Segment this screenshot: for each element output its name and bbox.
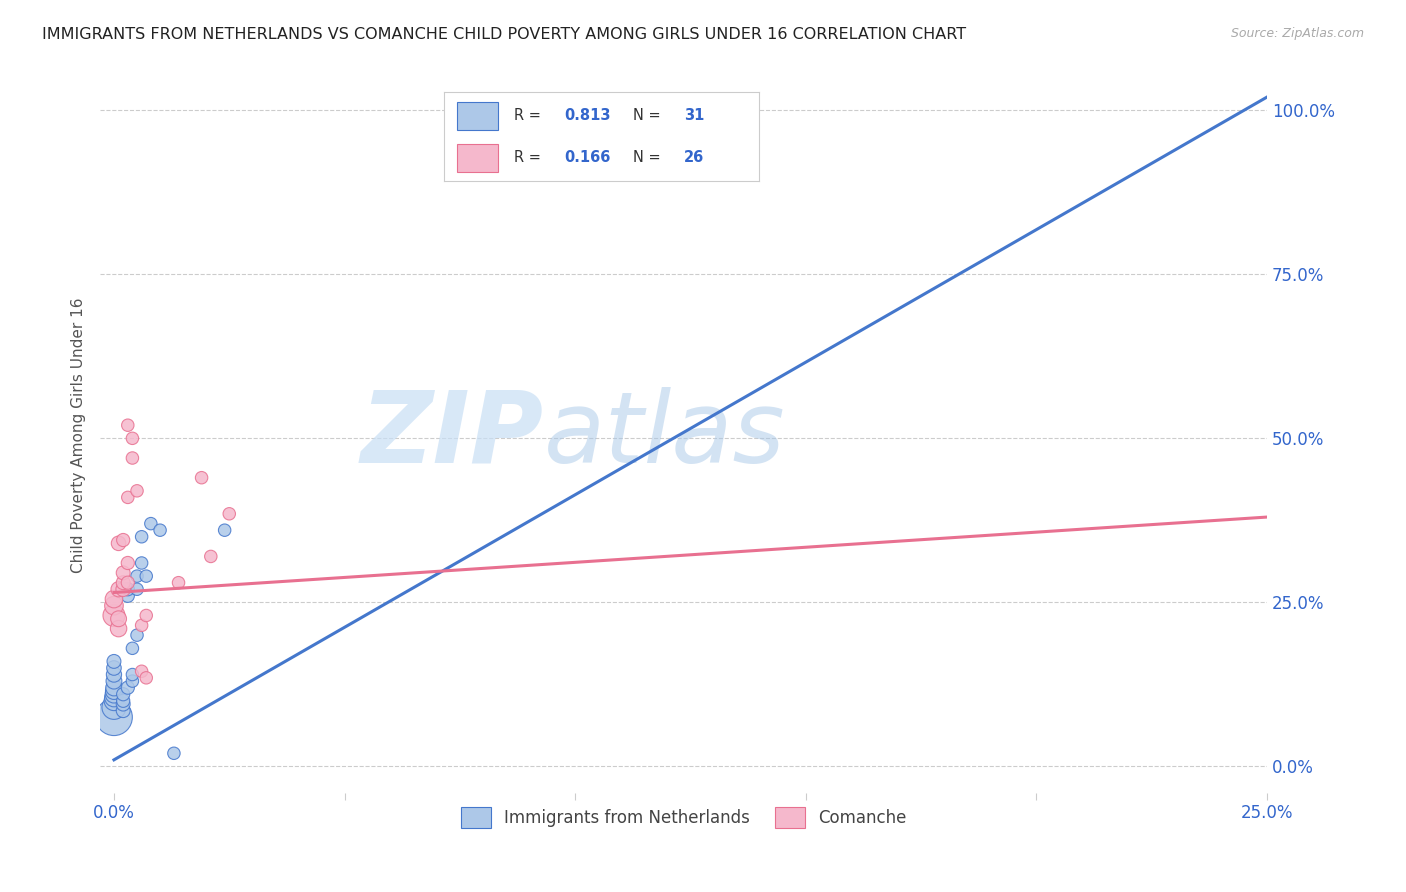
Point <box>163 746 186 760</box>
Point <box>131 618 153 632</box>
Point <box>103 661 125 675</box>
Point <box>125 582 148 597</box>
Point <box>103 592 125 607</box>
Point <box>149 523 172 537</box>
Text: atlas: atlas <box>544 386 785 483</box>
Point <box>107 612 129 626</box>
Point <box>112 694 135 708</box>
Point <box>112 687 135 701</box>
Point <box>103 694 125 708</box>
Point <box>103 681 125 695</box>
Point <box>117 589 139 603</box>
Point <box>103 710 125 724</box>
Point <box>112 582 135 597</box>
Point <box>103 690 125 705</box>
Point <box>103 608 125 623</box>
Y-axis label: Child Poverty Among Girls Under 16: Child Poverty Among Girls Under 16 <box>72 297 86 573</box>
Text: IMMIGRANTS FROM NETHERLANDS VS COMANCHE CHILD POVERTY AMONG GIRLS UNDER 16 CORRE: IMMIGRANTS FROM NETHERLANDS VS COMANCHE … <box>42 27 966 42</box>
Point <box>131 556 153 570</box>
Point <box>190 471 212 485</box>
Text: Source: ZipAtlas.com: Source: ZipAtlas.com <box>1230 27 1364 40</box>
Point <box>117 575 139 590</box>
Point <box>218 507 240 521</box>
Point <box>103 599 125 613</box>
Point <box>112 566 135 580</box>
Text: ZIP: ZIP <box>360 386 544 483</box>
Point <box>131 665 153 679</box>
Point <box>121 667 143 681</box>
Point <box>121 641 143 656</box>
Point <box>200 549 222 564</box>
Point <box>112 697 135 711</box>
Point <box>125 483 148 498</box>
Point <box>125 569 148 583</box>
Point <box>121 431 143 445</box>
Point <box>125 628 148 642</box>
Point <box>117 556 139 570</box>
Point <box>107 536 129 550</box>
Point <box>135 671 157 685</box>
Point <box>103 655 125 669</box>
Point <box>167 575 190 590</box>
Point <box>103 674 125 689</box>
Point <box>103 667 125 681</box>
Point <box>112 533 135 547</box>
Point <box>121 674 143 689</box>
Point <box>112 575 135 590</box>
Point <box>117 491 139 505</box>
Point <box>112 704 135 718</box>
Point <box>103 684 125 698</box>
Point <box>107 622 129 636</box>
Point <box>121 450 143 465</box>
Point <box>131 530 153 544</box>
Point <box>117 418 139 433</box>
Legend: Immigrants from Netherlands, Comanche: Immigrants from Netherlands, Comanche <box>454 801 912 834</box>
Point <box>135 608 157 623</box>
Point <box>139 516 162 531</box>
Point <box>135 569 157 583</box>
Point <box>103 687 125 701</box>
Point <box>117 582 139 597</box>
Point <box>107 582 129 597</box>
Point <box>117 681 139 695</box>
Point <box>214 523 236 537</box>
Point <box>103 700 125 714</box>
